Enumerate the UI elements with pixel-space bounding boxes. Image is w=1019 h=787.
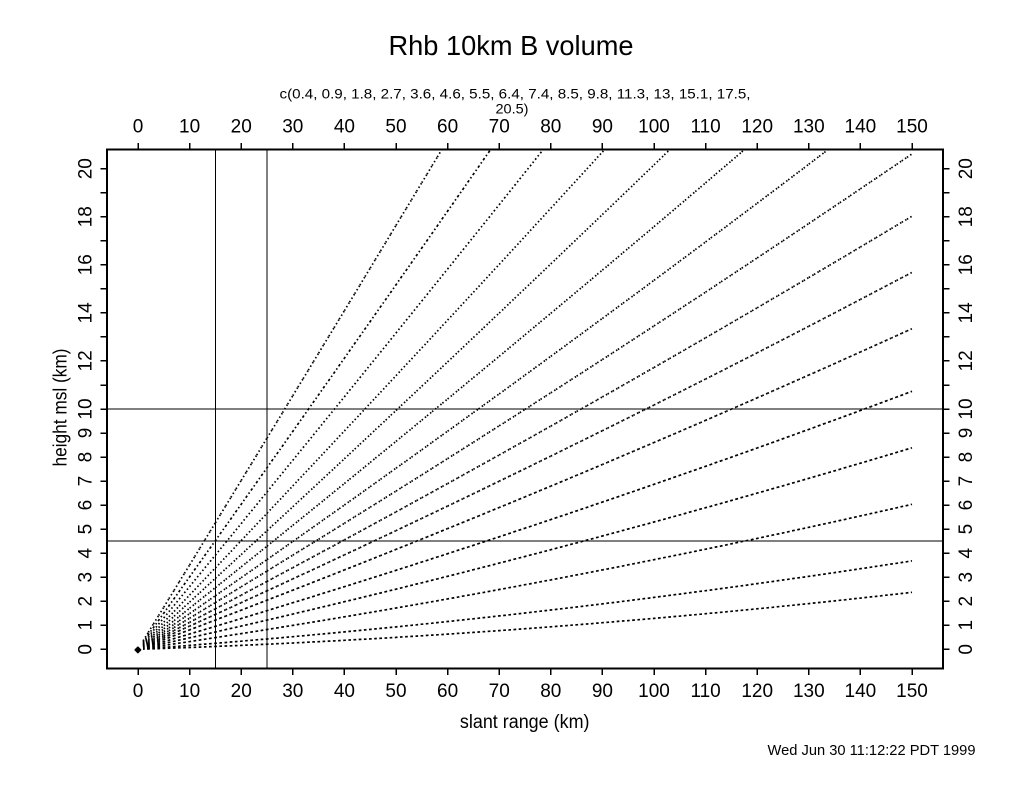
svg-text:40: 40 — [334, 681, 355, 702]
svg-text:12: 12 — [76, 350, 97, 371]
svg-text:110: 110 — [690, 681, 720, 702]
svg-text:7: 7 — [76, 476, 97, 487]
svg-text:0: 0 — [133, 117, 144, 138]
svg-text:height msl (km): height msl (km) — [50, 349, 71, 467]
svg-text:0: 0 — [956, 644, 977, 655]
svg-text:Wed Jun 30 11:12:22 PDT 1999: Wed Jun 30 11:12:22 PDT 1999 — [768, 743, 976, 759]
svg-text:60: 60 — [437, 681, 458, 702]
svg-text:5: 5 — [956, 524, 977, 535]
svg-text:12: 12 — [956, 350, 977, 371]
svg-text:30: 30 — [282, 117, 303, 138]
svg-text:70: 70 — [489, 117, 510, 138]
svg-text:110: 110 — [690, 117, 720, 138]
svg-text:130: 130 — [793, 117, 825, 138]
svg-text:140: 140 — [845, 681, 877, 702]
svg-text:10: 10 — [179, 117, 200, 138]
svg-text:100: 100 — [638, 681, 670, 702]
svg-text:90: 90 — [592, 117, 613, 138]
svg-text:0: 0 — [133, 681, 144, 702]
svg-text:120: 120 — [741, 117, 773, 138]
svg-text:90: 90 — [592, 681, 613, 702]
svg-text:16: 16 — [76, 254, 97, 275]
svg-text:6: 6 — [956, 500, 977, 511]
svg-text:30: 30 — [282, 681, 303, 702]
svg-text:7: 7 — [956, 476, 977, 487]
svg-text:2: 2 — [956, 596, 977, 607]
svg-text:14: 14 — [76, 302, 97, 324]
svg-text:70: 70 — [489, 681, 510, 702]
svg-text:130: 130 — [793, 681, 825, 702]
svg-text:20: 20 — [231, 681, 252, 702]
svg-text:10: 10 — [179, 681, 200, 702]
svg-text:0: 0 — [76, 644, 97, 655]
svg-text:3: 3 — [76, 572, 97, 583]
svg-text:40: 40 — [334, 117, 355, 138]
svg-text:16: 16 — [956, 254, 977, 275]
svg-text:20: 20 — [956, 158, 977, 179]
svg-text:6: 6 — [76, 500, 97, 511]
svg-text:4: 4 — [956, 547, 977, 558]
svg-text:c(0.4, 0.9, 1.8, 2.7, 3.6, 4.6: c(0.4, 0.9, 1.8, 2.7, 3.6, 4.6, 5.5, 6.4… — [280, 86, 751, 101]
svg-text:18: 18 — [76, 206, 97, 227]
svg-text:8: 8 — [956, 452, 977, 463]
svg-text:2: 2 — [76, 596, 97, 607]
svg-text:9: 9 — [956, 428, 977, 439]
svg-text:20.5): 20.5) — [496, 102, 529, 117]
svg-text:5: 5 — [76, 524, 97, 535]
svg-text:3: 3 — [956, 572, 977, 583]
svg-text:18: 18 — [956, 206, 977, 227]
svg-text:4: 4 — [76, 547, 97, 558]
svg-text:120: 120 — [741, 681, 773, 702]
svg-text:10: 10 — [76, 398, 97, 419]
svg-text:100: 100 — [638, 117, 670, 138]
svg-text:150: 150 — [896, 681, 928, 702]
svg-text:1: 1 — [76, 620, 97, 631]
svg-text:1: 1 — [956, 620, 977, 631]
svg-text:50: 50 — [385, 117, 406, 138]
svg-text:20: 20 — [76, 158, 97, 179]
svg-text:8: 8 — [76, 452, 97, 463]
svg-text:150: 150 — [896, 117, 928, 138]
svg-text:9: 9 — [76, 428, 97, 439]
svg-text:Rhb 10km B volume: Rhb 10km B volume — [389, 30, 634, 61]
svg-text:50: 50 — [385, 681, 406, 702]
svg-text:10: 10 — [956, 398, 977, 419]
svg-text:20: 20 — [231, 117, 252, 138]
svg-text:60: 60 — [437, 117, 458, 138]
svg-text:80: 80 — [540, 681, 561, 702]
svg-text:slant range (km): slant range (km) — [460, 712, 590, 733]
svg-text:80: 80 — [540, 117, 561, 138]
svg-text:14: 14 — [956, 302, 977, 324]
svg-text:140: 140 — [845, 117, 877, 138]
